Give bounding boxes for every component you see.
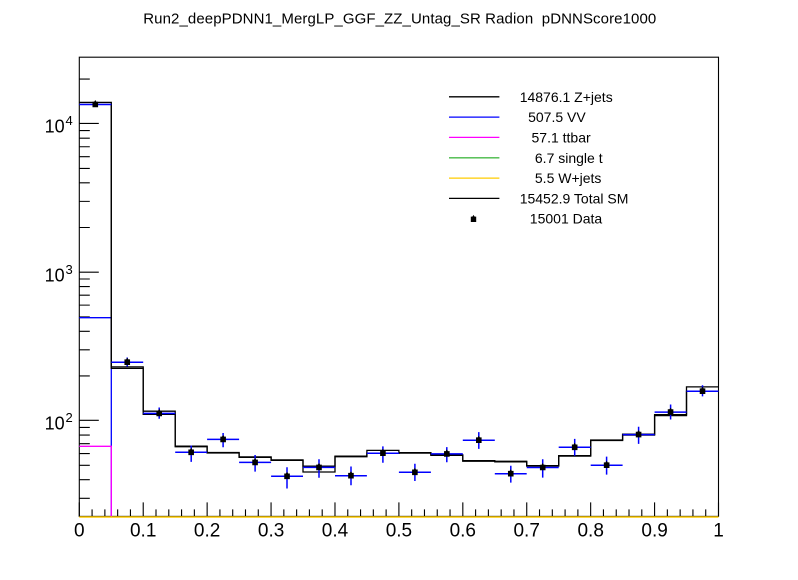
svg-text:57.1 ttbar: 57.1 ttbar <box>532 129 591 145</box>
svg-text:Run2_deepPDNN1_MergLP_GGF_ZZ_U: Run2_deepPDNN1_MergLP_GGF_ZZ_Untag_SR Ra… <box>143 11 656 28</box>
svg-text:0.7: 0.7 <box>513 520 539 541</box>
svg-text:1: 1 <box>713 520 724 541</box>
svg-text:10: 10 <box>45 266 65 286</box>
svg-text:0.3: 0.3 <box>258 520 284 541</box>
svg-text:5.5 W+jets: 5.5 W+jets <box>535 170 602 186</box>
svg-text:15452.9 Total SM: 15452.9 Total SM <box>520 190 629 206</box>
svg-text:4: 4 <box>66 113 73 128</box>
svg-text:507.5 VV: 507.5 VV <box>528 109 586 125</box>
svg-text:10: 10 <box>45 414 65 434</box>
svg-text:14876.1 Z+jets: 14876.1 Z+jets <box>520 89 613 105</box>
svg-text:0.6: 0.6 <box>450 520 476 541</box>
svg-text:0.8: 0.8 <box>577 520 603 541</box>
svg-text:0.2: 0.2 <box>194 520 220 541</box>
svg-text:0.5: 0.5 <box>386 520 412 541</box>
svg-text:6.7 single t: 6.7 single t <box>535 150 603 166</box>
svg-text:0.1: 0.1 <box>130 520 156 541</box>
svg-text:10: 10 <box>45 117 65 137</box>
svg-text:3: 3 <box>66 262 73 277</box>
svg-text:15001 Data: 15001 Data <box>530 211 603 227</box>
svg-text:0.9: 0.9 <box>641 520 667 541</box>
svg-text:0: 0 <box>74 520 85 541</box>
svg-text:2: 2 <box>66 410 73 425</box>
svg-text:0.4: 0.4 <box>322 520 349 541</box>
